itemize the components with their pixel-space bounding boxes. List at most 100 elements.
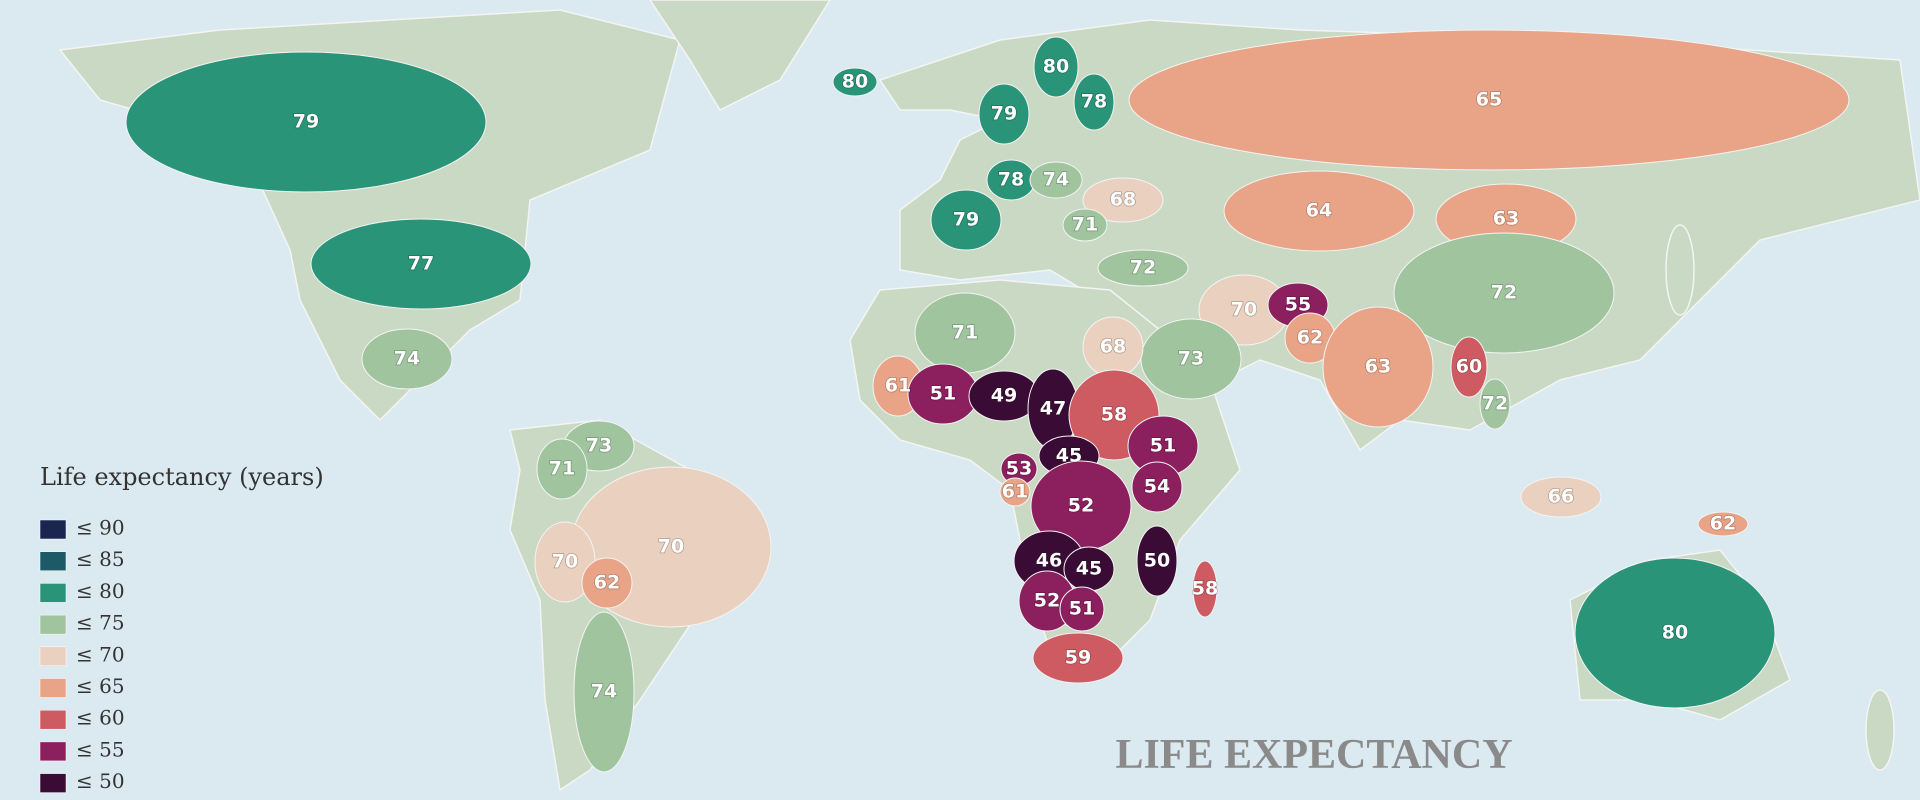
legend-swatch bbox=[39, 678, 67, 698]
region-label: 63 bbox=[1493, 208, 1519, 230]
legend-label: ≤ 65 bbox=[76, 674, 125, 698]
legend-swatch bbox=[39, 709, 67, 730]
region-label: 70 bbox=[658, 536, 684, 558]
region bbox=[1131, 461, 1183, 513]
region bbox=[832, 67, 878, 97]
region bbox=[1520, 476, 1602, 518]
region bbox=[1223, 170, 1415, 252]
region-label: 79 bbox=[293, 111, 319, 133]
legend-swatch bbox=[39, 741, 67, 762]
region-label: 72 bbox=[1482, 393, 1508, 415]
region-label: 70 bbox=[552, 551, 578, 573]
region-label: 51 bbox=[930, 383, 956, 405]
region bbox=[361, 328, 453, 390]
region bbox=[1136, 525, 1178, 597]
legend-swatch bbox=[39, 583, 67, 603]
legend: ≤ 90 ≤ 85 ≤ 80 ≤ 75 ≤ 70 ≤ 65 ≤ 60 ≤ 55 ≤ 50 bbox=[39, 516, 125, 793]
region-label: 50 bbox=[1144, 550, 1170, 572]
region bbox=[1450, 336, 1488, 398]
legend-label: ≤ 75 bbox=[76, 611, 125, 635]
region bbox=[1029, 161, 1083, 199]
legend-label: ≤ 60 bbox=[76, 706, 125, 730]
region bbox=[581, 557, 633, 609]
region-label: 45 bbox=[1056, 445, 1082, 467]
region bbox=[930, 189, 1002, 251]
region bbox=[1574, 557, 1776, 709]
region bbox=[1322, 306, 1434, 428]
region-label: 68 bbox=[1110, 189, 1136, 211]
region-label: 74 bbox=[394, 348, 420, 370]
legend-swatch bbox=[39, 614, 67, 635]
region-label: 73 bbox=[1178, 348, 1204, 370]
region-label: 80 bbox=[842, 71, 868, 93]
legend-title: Life expectancy (years) bbox=[40, 463, 324, 491]
region bbox=[1062, 208, 1108, 242]
region-label: 78 bbox=[998, 169, 1024, 191]
region-label: 51 bbox=[1069, 598, 1095, 620]
region-label: 79 bbox=[953, 209, 979, 231]
region-label: 58 bbox=[1192, 578, 1218, 600]
region-label: 72 bbox=[1130, 257, 1156, 279]
region-label: 61 bbox=[885, 375, 911, 397]
region bbox=[978, 83, 1030, 145]
region-label: 60 bbox=[1456, 356, 1482, 378]
region-label: 45 bbox=[1076, 558, 1102, 580]
region-label: 62 bbox=[594, 572, 620, 594]
region-label: 46 bbox=[1036, 550, 1062, 572]
region bbox=[310, 218, 532, 310]
legend-label: ≤ 70 bbox=[76, 642, 125, 666]
region-label: 52 bbox=[1068, 495, 1094, 517]
region bbox=[1479, 378, 1511, 430]
region bbox=[1128, 29, 1850, 171]
legend-label: ≤ 55 bbox=[76, 737, 125, 761]
region-labels: 79 77 74 80 79 80 78 78 79 74 68 71 72 65 64 63 72 70 55 62… bbox=[292, 55, 1737, 704]
region bbox=[1073, 73, 1115, 131]
legend-swatch bbox=[39, 519, 67, 540]
region bbox=[573, 611, 635, 773]
new-zealand bbox=[1865, 689, 1895, 771]
region-label: 53 bbox=[1006, 458, 1032, 480]
region-label: 72 bbox=[1491, 282, 1517, 304]
legend-label: ≤ 80 bbox=[76, 579, 125, 603]
region-label: 78 bbox=[1081, 91, 1107, 113]
region bbox=[125, 51, 487, 193]
region-label: 58 bbox=[1101, 404, 1127, 426]
region-label: 74 bbox=[591, 681, 617, 703]
region-label: 73 bbox=[586, 435, 612, 457]
region-label: 52 bbox=[1034, 590, 1060, 612]
legend-label: ≤ 50 bbox=[76, 769, 125, 793]
region-label: 49 bbox=[991, 385, 1017, 407]
region bbox=[1192, 560, 1218, 618]
region-label: 61 bbox=[1002, 481, 1028, 503]
legend-label: ≤ 85 bbox=[76, 547, 125, 571]
region bbox=[1033, 36, 1079, 98]
region-label: 77 bbox=[408, 253, 434, 275]
region bbox=[1097, 249, 1189, 287]
region-label: 51 bbox=[1150, 435, 1176, 457]
region bbox=[999, 477, 1031, 507]
legend-swatch bbox=[39, 551, 67, 571]
region-label: 47 bbox=[1040, 398, 1066, 420]
region-label: 71 bbox=[1072, 214, 1098, 236]
region bbox=[1032, 632, 1124, 684]
region-label: 64 bbox=[1306, 200, 1332, 222]
region-label: 65 bbox=[1476, 89, 1502, 111]
region-label: 62 bbox=[1297, 327, 1323, 349]
region-label: 74 bbox=[1043, 169, 1069, 191]
region-label: 80 bbox=[1662, 622, 1688, 644]
legend-swatch bbox=[39, 646, 67, 667]
region-label: 62 bbox=[1710, 513, 1736, 535]
region-label: 54 bbox=[1144, 476, 1170, 498]
regions bbox=[125, 29, 1850, 773]
region-label: 55 bbox=[1285, 294, 1311, 316]
region-label: 71 bbox=[549, 458, 575, 480]
region-label: 80 bbox=[1043, 56, 1069, 78]
legend-swatch bbox=[39, 773, 67, 793]
region-label: 66 bbox=[1548, 486, 1574, 508]
region bbox=[1393, 232, 1615, 354]
region-label: 70 bbox=[1231, 299, 1257, 321]
region bbox=[536, 438, 588, 500]
japan bbox=[1665, 224, 1695, 316]
region-label: 59 bbox=[1065, 647, 1091, 669]
